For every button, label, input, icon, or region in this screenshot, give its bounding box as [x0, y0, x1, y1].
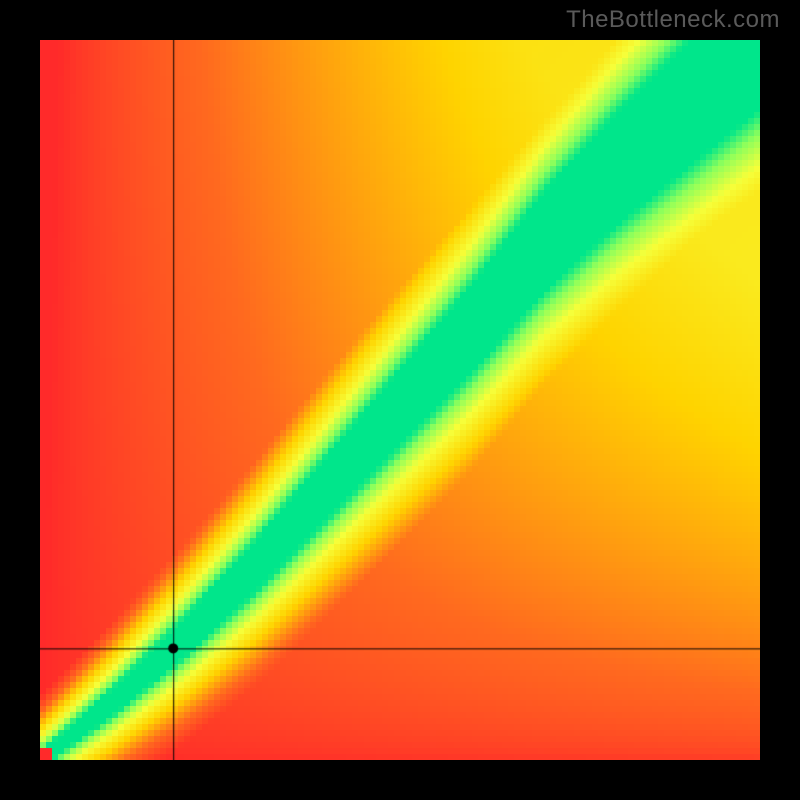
crosshair-overlay [40, 40, 760, 760]
chart-frame: TheBottleneck.com [0, 0, 800, 800]
watermark-text: TheBottleneck.com [566, 6, 780, 34]
plot-area [40, 40, 760, 760]
